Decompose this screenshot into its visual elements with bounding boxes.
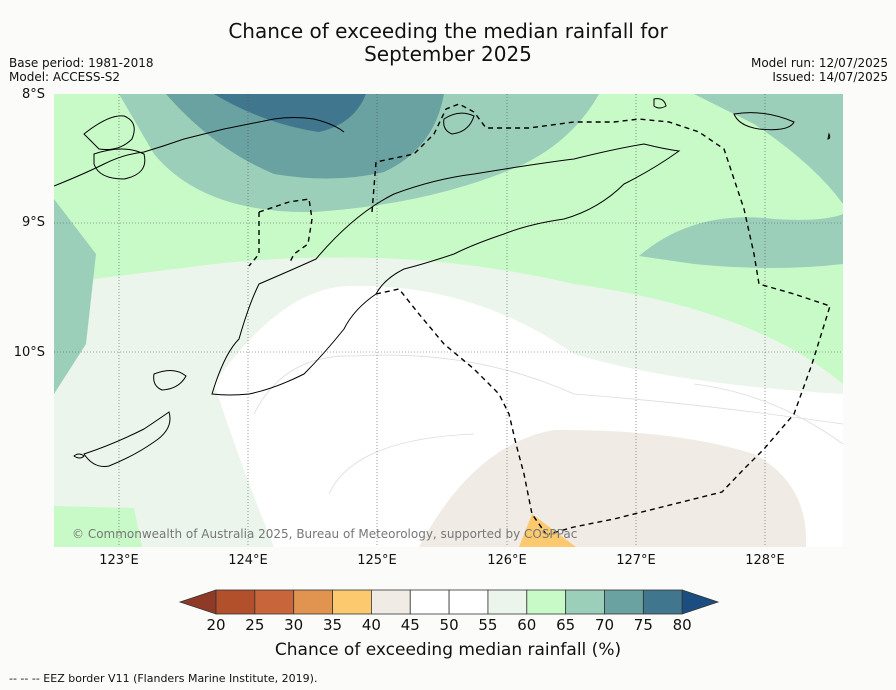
colorbar-segment (293, 589, 333, 615)
colorbar-under-arrow (178, 589, 217, 615)
rainfall-map (54, 94, 843, 547)
meta-left: Base period: 1981-2018 Model: ACCESS-S2 (9, 56, 154, 84)
gridlines (54, 94, 843, 547)
title-line-1: Chance of exceeding the median rainfall … (228, 19, 668, 43)
colorbar-tick-label: 25 (245, 616, 265, 634)
band-60-65-southwest (54, 506, 142, 547)
issued-date: Issued: 14/07/2025 (772, 70, 888, 84)
eez-border-west (248, 198, 313, 267)
colorbar-segment (565, 589, 605, 615)
colorbar-tick-label: 70 (594, 616, 615, 634)
lat-label-9s: 9°S (21, 215, 45, 230)
model-run: Model run: 12/07/2025 (750, 56, 888, 70)
eez-border-east (371, 103, 831, 535)
colorbar-segment (254, 589, 295, 615)
colorbar-tick-label: 65 (556, 616, 576, 634)
contour-line (693, 383, 843, 445)
band-75-80-north (214, 94, 366, 132)
colorbar-label: Chance of exceeding median rainfall (%) (274, 640, 622, 660)
band-35-40-south (519, 514, 576, 547)
colorbar-segment (526, 589, 567, 615)
contour-line (253, 354, 843, 425)
lon-label-125e: 125°E (357, 553, 397, 568)
band-65-70-west (54, 199, 96, 394)
contour-line (328, 433, 475, 495)
colorbar-tick-label: 45 (400, 616, 420, 634)
title-line-2: September 2025 (364, 42, 532, 66)
colorbar-segment (409, 589, 450, 615)
band-70-75-north (166, 94, 444, 179)
lon-label-126e: 126°E (487, 553, 527, 568)
colorbar-segment (215, 589, 256, 615)
colorbar-segment (642, 589, 683, 615)
coastlines (54, 98, 831, 467)
colorbar-tick-label: 20 (206, 616, 226, 634)
colorbar-segment (332, 589, 372, 615)
band-40-45-south (419, 429, 807, 547)
model-name: Model: ACCESS-S2 (9, 70, 121, 84)
lon-label-123e: 123°E (99, 553, 139, 568)
lon-label-128e: 128°E (745, 553, 785, 568)
copyright-notice: © Commonwealth of Australia 2025, Bureau… (72, 527, 578, 541)
colorbar-tick-label: 60 (517, 616, 537, 634)
footer-eez-note: -- -- -- EEZ border V11 (Flanders Marine… (9, 672, 318, 685)
colorbar-tick-label: 75 (633, 616, 653, 634)
lat-label-10s: 10°S (13, 345, 45, 360)
colorbar-segment (604, 589, 644, 615)
chart-title: Chance of exceeding the median rainfall … (0, 20, 896, 66)
colorbar-segment (448, 589, 489, 615)
colorbar-tick-label: 30 (284, 616, 304, 634)
lat-label-8s: 8°S (21, 87, 45, 102)
colorbar-over-arrow (681, 589, 720, 615)
colorbar-tick-label: 55 (478, 616, 498, 634)
colorbar-segment (370, 589, 411, 615)
meta-right: Model run: 12/07/2025 Issued: 14/07/2025 (751, 56, 888, 84)
colorbar-tick-label: 50 (439, 616, 459, 634)
base-period: Base period: 1981-2018 (9, 56, 154, 70)
colorbar-tick-label: 80 (672, 616, 692, 634)
band-65-70-east (639, 214, 843, 268)
colorbar-tick-label: 40 (361, 616, 381, 634)
lon-label-124e: 124°E (228, 553, 268, 568)
band-65-70-northeast (694, 94, 843, 204)
lon-label-127e: 127°E (616, 553, 656, 568)
colorbar-tick-label: 35 (323, 616, 343, 634)
colorbar (178, 589, 720, 615)
colorbar-segment (487, 589, 528, 615)
map-panel (54, 94, 843, 547)
